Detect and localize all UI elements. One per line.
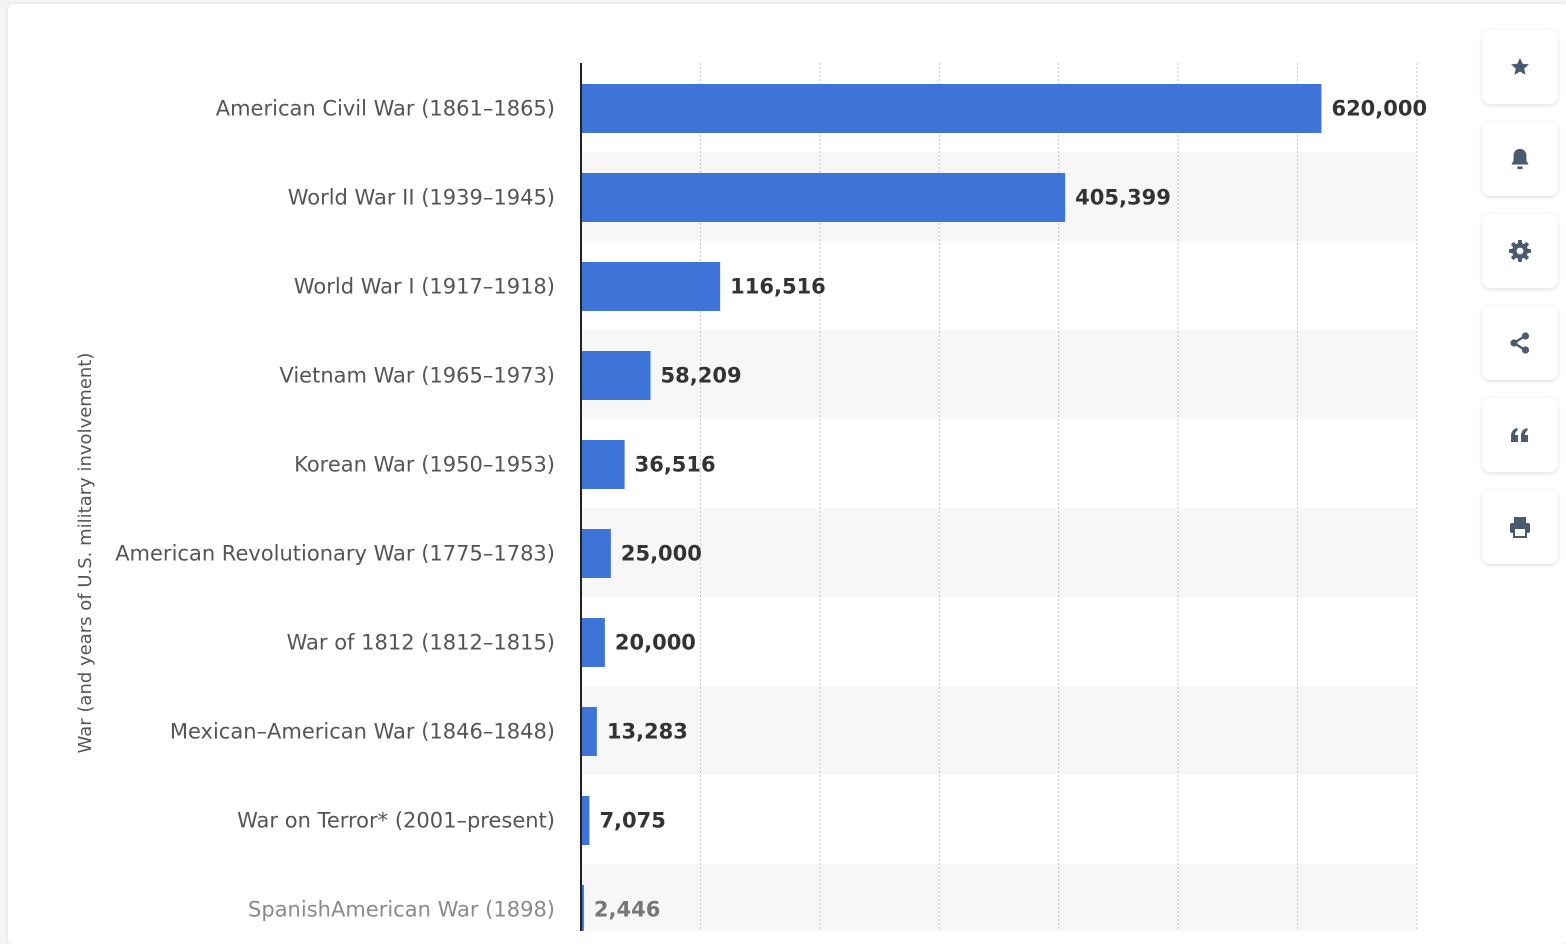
cite-button[interactable] [1482, 398, 1558, 472]
bar[interactable] [581, 707, 597, 756]
category-label: War on Terror* (2001–present) [237, 809, 555, 833]
bar[interactable] [581, 440, 625, 489]
value-label: 13,283 [607, 720, 688, 744]
category-label: SpanishAmerican War (1898) [248, 898, 555, 922]
bar[interactable] [581, 618, 605, 667]
row-band [581, 330, 1417, 419]
value-label: 36,516 [635, 453, 716, 477]
share-icon [1508, 331, 1532, 355]
category-label: American Civil War (1861–1865) [216, 97, 555, 121]
printer-icon [1508, 515, 1532, 539]
star-icon [1509, 56, 1531, 78]
value-label: 20,000 [615, 631, 696, 655]
value-label: 25,000 [621, 542, 702, 566]
row-band [581, 508, 1417, 597]
category-label: American Revolutionary War (1775–1783) [115, 542, 555, 566]
bell-icon [1509, 147, 1531, 171]
favorite-button[interactable] [1482, 30, 1558, 104]
value-label: 58,209 [661, 364, 742, 388]
category-label: World War I (1917–1918) [294, 275, 555, 299]
row-band [581, 864, 1417, 931]
category-label: Korean War (1950–1953) [294, 453, 555, 477]
value-label: 405,399 [1075, 186, 1171, 210]
bar[interactable] [581, 885, 584, 931]
print-button[interactable] [1482, 490, 1558, 564]
bar[interactable] [581, 84, 1322, 133]
bar[interactable] [581, 529, 611, 578]
bar[interactable] [581, 351, 651, 400]
share-button[interactable] [1482, 306, 1558, 380]
category-label: World War II (1939–1945) [288, 186, 555, 210]
value-label: 2,446 [594, 898, 660, 922]
quote-icon [1508, 425, 1532, 445]
gear-icon [1508, 239, 1532, 263]
category-label: Vietnam War (1965–1973) [279, 364, 555, 388]
row-band [581, 686, 1417, 775]
value-label: 7,075 [599, 809, 665, 833]
bar[interactable] [581, 262, 721, 311]
value-label: 620,000 [1331, 97, 1427, 121]
category-label: Mexican–American War (1846–1848) [170, 720, 555, 744]
category-label: War of 1812 (1812–1815) [287, 631, 555, 655]
value-label: 116,516 [730, 275, 826, 299]
bar[interactable] [581, 796, 590, 845]
settings-button[interactable] [1482, 214, 1558, 288]
y-axis-title: War (and years of U.S. military involvem… [75, 353, 96, 754]
bar[interactable] [581, 173, 1066, 222]
notification-button[interactable] [1482, 122, 1558, 196]
chart-toolbar [1482, 30, 1558, 582]
